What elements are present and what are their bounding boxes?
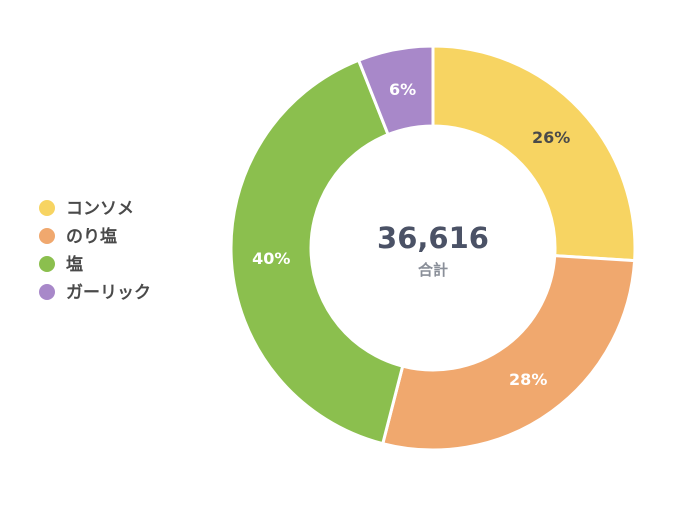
slice-3 [229, 58, 405, 446]
legend-item: のり塩 [39, 226, 117, 247]
legend-label-3: 塩 [66, 254, 83, 275]
legend-swatch-1 [39, 200, 55, 216]
legend-item: 塩 [39, 254, 83, 275]
legend-swatch-3 [39, 256, 55, 272]
slice-1 [431, 44, 637, 263]
donut-slices [229, 44, 637, 452]
slice-label-2: 28% [509, 370, 547, 389]
center-caption: 合計 [417, 261, 448, 279]
slice-label-3: 40% [252, 249, 290, 268]
slice-label-1: 26% [532, 128, 570, 147]
slice-4 [356, 44, 435, 137]
slice-label-4: 6% [389, 80, 416, 99]
legend-swatch-2 [39, 228, 55, 244]
legend-item: ガーリック [39, 283, 151, 303]
legend-label-2: のり塩 [66, 226, 117, 247]
slice-labels: 26% 28% 40% 6% [252, 80, 570, 389]
legend-item: コンソメ [39, 199, 134, 219]
legend-label-1: コンソメ [66, 199, 134, 219]
slice-2 [380, 254, 637, 452]
legend-swatch-4 [39, 284, 55, 300]
legend-label-4: ガーリック [66, 283, 151, 303]
center-total: 36,616 [377, 221, 489, 255]
donut-center: 36,616 合計 [377, 221, 489, 279]
